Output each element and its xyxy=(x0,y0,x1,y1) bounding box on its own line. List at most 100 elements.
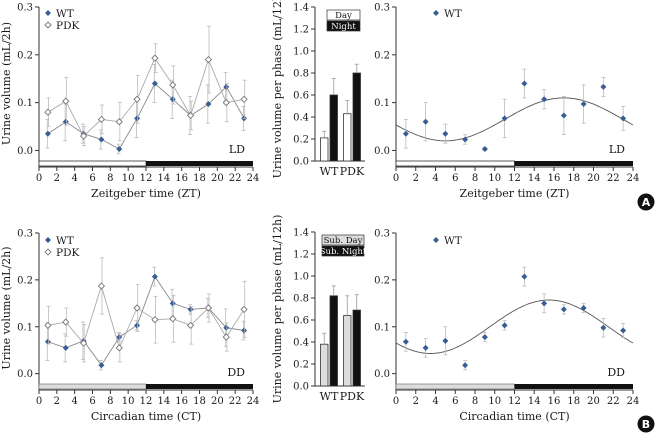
legend-label: WT xyxy=(444,235,462,247)
data-point xyxy=(240,95,248,103)
series-wt xyxy=(44,266,248,371)
x-tick-label: 24 xyxy=(247,173,260,184)
y-tick-label: 0.2 xyxy=(374,50,390,61)
legend-marker xyxy=(44,248,52,256)
x-tick-label: 0 xyxy=(36,396,42,407)
data-point xyxy=(44,338,51,345)
legend-marker xyxy=(44,21,52,29)
data-point xyxy=(62,118,69,125)
x-tick-label: 22 xyxy=(229,396,242,407)
x-tick-label: 0 xyxy=(393,396,399,407)
data-point xyxy=(151,316,159,324)
fit-curve xyxy=(395,299,634,354)
x-tick-label: 10 xyxy=(122,396,135,407)
x-axis-label: Zeitgeber time (ZT) xyxy=(91,187,201,200)
data-point xyxy=(241,327,248,334)
chart-A-left: 0.00.10.20.30 2 4 6 8 10 12 14 16 18 20 22 24LDZeitg… xyxy=(0,3,259,201)
data-point xyxy=(422,344,429,351)
x-tick-label: 20 xyxy=(211,173,224,184)
bar-day xyxy=(320,137,329,162)
x-tick-label: 22 xyxy=(229,173,242,184)
data-point xyxy=(116,334,123,341)
x-tick-label: 20 xyxy=(211,396,224,407)
y-tick-label: 0.0 xyxy=(374,369,390,380)
y-tick-label: 0.3 xyxy=(17,3,33,14)
x-axis-label: Circadian time (CT) xyxy=(459,410,569,423)
legend-box xyxy=(326,20,361,32)
data-point xyxy=(116,146,123,153)
data-point xyxy=(541,300,548,307)
data-point xyxy=(620,327,627,334)
data-point xyxy=(169,300,176,307)
x-tick-label: 8 xyxy=(107,396,113,407)
data-point xyxy=(204,55,213,64)
x-tick-label: 10 xyxy=(488,396,501,407)
data-point xyxy=(204,304,213,312)
x-tick-label: 20 xyxy=(587,396,600,407)
legend-label: Day xyxy=(335,11,352,21)
light-phase-bar xyxy=(38,160,147,167)
legend-label: Night xyxy=(331,22,356,32)
y-tick-label: 0.2 xyxy=(17,50,33,61)
data-point xyxy=(151,273,158,280)
data-point xyxy=(169,96,176,103)
data-point xyxy=(422,118,429,125)
x-tick-label: 16 xyxy=(175,173,188,184)
dark-phase-bar xyxy=(514,384,633,389)
x-tick-label: 12 xyxy=(140,173,153,184)
y-tick-label: 1.4 xyxy=(293,228,309,239)
y-tick-label: 0.0 xyxy=(374,146,390,157)
bar-night xyxy=(329,94,338,162)
x-tick-label: 18 xyxy=(567,173,580,184)
y-tick-label: 0.0 xyxy=(17,146,33,157)
y-tick-label: 0.8 xyxy=(293,69,309,80)
data-point xyxy=(205,101,212,108)
data-point xyxy=(402,130,409,137)
legend-marker xyxy=(433,237,439,243)
data-point xyxy=(600,324,607,331)
legend-box xyxy=(321,245,365,257)
y-tick-label: 0.0 xyxy=(17,369,33,380)
x-tick-label: 24 xyxy=(627,173,640,184)
x-tick-label: 0 xyxy=(36,173,42,184)
condition-label: DD xyxy=(607,366,625,379)
panel-badge-icon xyxy=(637,415,655,433)
legend-box xyxy=(326,9,361,21)
data-point xyxy=(97,282,106,290)
x-tick-label: 8 xyxy=(472,396,478,407)
data-point xyxy=(222,333,230,341)
series-wt xyxy=(402,266,627,371)
data-point xyxy=(169,315,177,323)
y-axis-label: Urine volume (mL/2h) xyxy=(0,246,13,369)
y-axis-label: Urine volume per phase (mL/12h) xyxy=(271,215,284,404)
light-phase-bar xyxy=(395,160,515,167)
dark-phase-bar xyxy=(146,384,253,389)
data-point xyxy=(187,306,194,313)
x-tick-label: 14 xyxy=(157,173,170,184)
x-tick-label: 6 xyxy=(89,396,95,407)
panel-badge-icon xyxy=(637,193,655,211)
category-label: PDK xyxy=(340,390,365,403)
y-axis-label: Urine volume per phase (mL/12h) xyxy=(271,0,284,178)
x-tick-label: 6 xyxy=(452,173,458,184)
data-point xyxy=(240,305,248,314)
x-tick-label: 16 xyxy=(175,396,188,407)
panel-b-badge: B xyxy=(637,415,655,433)
x-tick-label: 14 xyxy=(528,173,541,184)
subjective-day-bar xyxy=(38,383,147,390)
x-tick-label: 12 xyxy=(140,396,153,407)
panel-b-label: B xyxy=(642,418,650,431)
x-tick-label: 2 xyxy=(54,173,60,184)
x-tick-label: 2 xyxy=(54,396,60,407)
data-point xyxy=(115,118,123,126)
x-tick-label: 20 xyxy=(587,173,600,184)
chart-A-mid: 0.0 0.2 0.4 0.6 0.8 1.0 1.2 1.4 Urine volume per… xyxy=(271,0,365,178)
data-point xyxy=(442,130,449,137)
data-point xyxy=(222,98,230,107)
y-tick-label: 0.1 xyxy=(17,98,33,109)
legend-label: WT xyxy=(56,235,74,247)
data-point xyxy=(501,115,508,122)
x-tick-label: 14 xyxy=(528,396,541,407)
legend-marker xyxy=(45,237,51,243)
